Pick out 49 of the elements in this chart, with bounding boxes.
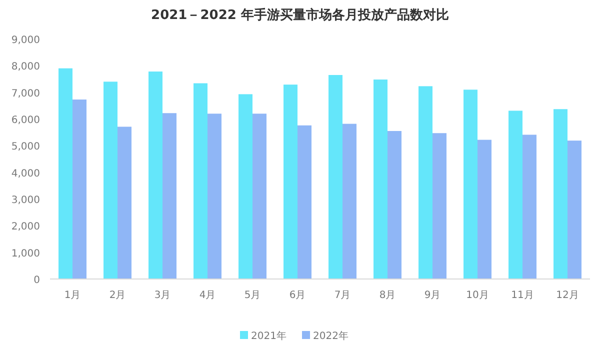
y-tick-label: 2,000 [11, 222, 40, 233]
bar [388, 131, 402, 279]
y-tick-label: 1,000 [11, 248, 40, 260]
x-tick-label: 12月 [556, 290, 579, 301]
bar [568, 140, 582, 279]
bar [148, 72, 162, 279]
legend-label: 2022年 [313, 330, 348, 342]
bar [104, 82, 118, 279]
y-tick-label: 9,000 [11, 35, 40, 46]
bar [298, 125, 312, 279]
bar [328, 75, 342, 279]
x-tick-label: 5月 [244, 290, 261, 301]
x-tick-label: 6月 [289, 290, 306, 301]
bar [162, 113, 176, 279]
x-tick-label: 3月 [154, 290, 171, 301]
bar [432, 133, 446, 279]
x-tick-label: 2月 [109, 290, 126, 301]
bar [554, 109, 568, 279]
bar [252, 114, 266, 279]
bar [194, 83, 208, 279]
bar [342, 124, 356, 279]
x-tick-label: 1月 [64, 290, 81, 301]
y-tick-label: 4,000 [11, 168, 40, 180]
x-tick-label: 11月 [511, 290, 534, 301]
bar [72, 100, 86, 279]
bar [508, 110, 522, 279]
x-tick-label: 7月 [334, 290, 351, 301]
x-tick-label: 10月 [466, 290, 489, 301]
bar [208, 114, 222, 279]
bar [118, 126, 132, 279]
bar [478, 140, 492, 279]
x-tick-label: 8月 [379, 290, 396, 301]
bar [418, 86, 432, 279]
y-tick-label: 8,000 [11, 62, 40, 73]
y-tick-label: 6,000 [11, 115, 40, 126]
bar [464, 90, 478, 279]
chart-title: 2021－2022 年手游买量市场各月投放产品数对比 [151, 7, 449, 23]
bar [522, 134, 536, 279]
bar [238, 94, 252, 279]
bar [284, 84, 298, 279]
x-tick-label: 4月 [199, 290, 216, 301]
y-tick-label: 5,000 [11, 142, 40, 153]
y-tick-label: 3,000 [11, 195, 40, 206]
x-tick-label: 9月 [424, 290, 441, 301]
y-tick-label: 0 [34, 275, 40, 286]
bar [374, 80, 388, 279]
legend-label: 2021年 [251, 330, 286, 342]
bar [58, 68, 72, 279]
y-tick-label: 7,000 [11, 88, 40, 100]
